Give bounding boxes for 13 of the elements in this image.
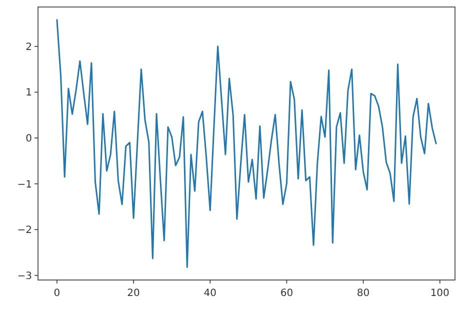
x-tick-label: 20 <box>127 288 140 299</box>
x-tick-label: 40 <box>204 288 216 299</box>
line-series <box>56 19 437 268</box>
y-tick-label: 2 <box>26 42 32 53</box>
y-tick-label: −1 <box>17 179 32 190</box>
y-tick-label: −3 <box>17 270 32 282</box>
x-tick-label: 100 <box>430 288 450 299</box>
x-tick-label: 0 <box>54 288 60 299</box>
x-tick-label: 60 <box>280 288 294 299</box>
y-tick-label: −2 <box>17 225 32 236</box>
y-tick-label: 0 <box>26 134 32 145</box>
y-tick-label: 1 <box>26 88 32 99</box>
x-tick-label: 80 <box>356 288 370 299</box>
